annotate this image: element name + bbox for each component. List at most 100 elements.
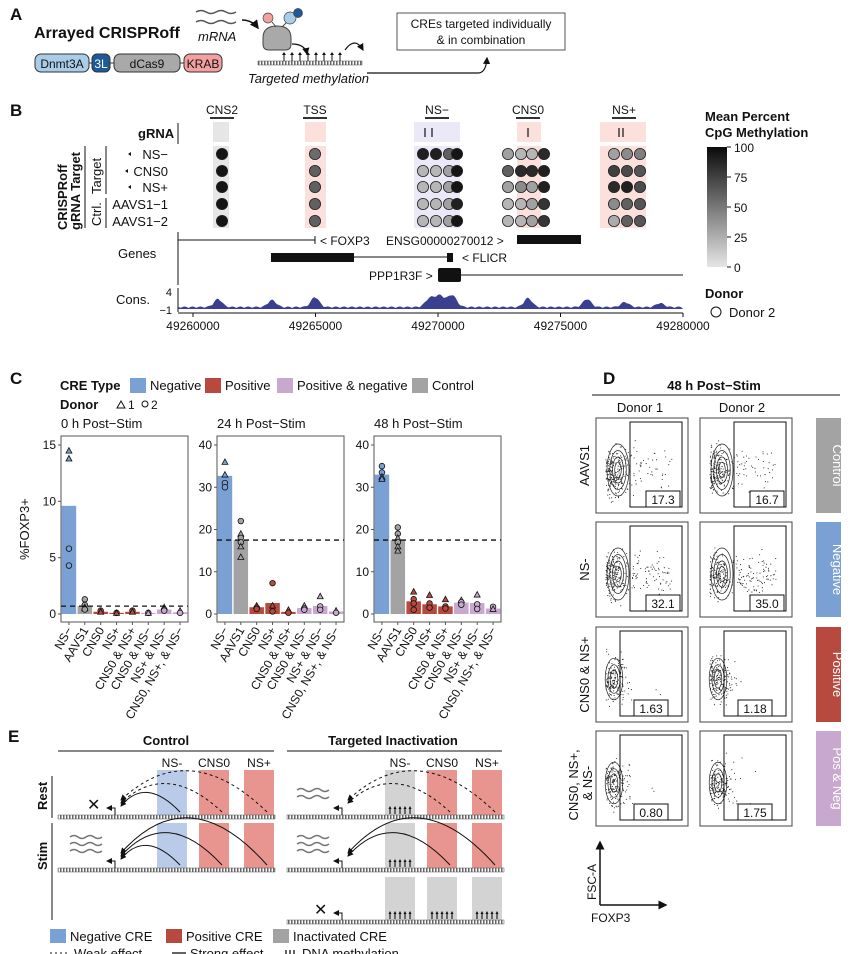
event-dot xyxy=(726,667,729,669)
event-dot xyxy=(737,483,740,485)
event-dot xyxy=(745,587,747,589)
facet-1: 24 h Post−Stim010203040NS−AAVS1CNS0NS+CN… xyxy=(199,416,345,722)
event-dot xyxy=(744,579,746,581)
event-dot xyxy=(608,488,610,490)
event-dot xyxy=(719,669,721,672)
event-dot xyxy=(727,798,729,800)
bar xyxy=(390,540,406,614)
arrowhead xyxy=(388,806,392,809)
event-dot xyxy=(714,569,716,571)
gate-percentage: 16.7 xyxy=(755,493,779,507)
event-dot xyxy=(723,485,725,487)
event-dot xyxy=(745,468,747,470)
event-dot xyxy=(736,455,738,457)
event-dot xyxy=(715,679,717,681)
event-dot xyxy=(611,577,613,579)
y-tick-label: 20 xyxy=(199,523,213,537)
event-dot xyxy=(713,557,716,559)
event-dot xyxy=(761,561,763,563)
event-dot xyxy=(608,770,610,773)
gate-percentage: 1.63 xyxy=(639,702,663,716)
cre-type-label: Control xyxy=(830,445,845,487)
contour xyxy=(609,554,627,594)
event-dot xyxy=(736,454,738,456)
condition-control-title: Control xyxy=(143,733,189,748)
event-dot xyxy=(730,689,732,691)
row-label-text: AAVS1 xyxy=(577,445,592,486)
event-dot xyxy=(611,460,613,462)
event-dot xyxy=(663,567,665,569)
event-dot xyxy=(668,464,670,466)
grna-target-row-label: AAVS1−2 xyxy=(112,214,168,229)
event-dot xyxy=(655,689,657,691)
row-label-text: CNS0 & NS+ xyxy=(577,636,592,712)
event-dot xyxy=(611,462,613,464)
event-dot xyxy=(613,598,615,600)
x-tick-label: 49260000 xyxy=(166,319,220,333)
event-dot xyxy=(613,475,615,477)
event-dot xyxy=(609,479,611,481)
event-dot xyxy=(727,669,729,671)
event-dot xyxy=(609,671,611,673)
event-dot xyxy=(616,479,618,481)
methylation-legend-title: CpG Methylation xyxy=(705,125,808,140)
event-dot xyxy=(756,579,759,581)
cre-type-label: Positive xyxy=(830,652,845,698)
event-dot xyxy=(641,462,643,464)
event-dot xyxy=(748,576,750,578)
arrowhead xyxy=(445,911,449,914)
event-dot xyxy=(729,778,731,780)
event-dot xyxy=(718,579,720,581)
event-dot xyxy=(614,589,616,591)
facet-title: 0 h Post−Stim xyxy=(61,416,142,431)
methylation-dot xyxy=(416,147,429,160)
event-dot xyxy=(609,595,611,597)
event-dot xyxy=(727,474,729,476)
event-dot xyxy=(713,789,715,791)
row-label: CNS0, NS+, & NS- xyxy=(566,749,595,820)
event-dot xyxy=(606,673,608,675)
cre-label: CNS0 xyxy=(198,756,230,770)
event-dot xyxy=(606,586,609,588)
methylation-dot xyxy=(450,164,463,177)
event-dot xyxy=(614,481,616,483)
event-dot xyxy=(718,483,720,485)
event-dot xyxy=(635,483,637,485)
event-dot xyxy=(772,469,774,471)
legend-swatch-negative xyxy=(50,929,66,943)
event-dot xyxy=(724,763,727,765)
event-dot xyxy=(726,585,728,587)
event-dot xyxy=(620,803,622,805)
point-donor-2 xyxy=(253,605,260,613)
contour xyxy=(604,761,624,805)
event-dot xyxy=(711,799,713,801)
event-dot xyxy=(715,668,717,670)
event-dot xyxy=(729,448,731,450)
event-dot xyxy=(724,676,726,678)
panel-letter-b: B xyxy=(10,101,22,120)
event-dot xyxy=(650,473,652,476)
cre-type-label: Pos & Neg xyxy=(830,747,845,809)
gate-percentage: 35.0 xyxy=(755,597,779,611)
event-dot xyxy=(728,493,730,495)
event-dot xyxy=(623,582,625,585)
event-dot xyxy=(716,679,718,681)
event-dot xyxy=(616,790,618,792)
event-dot xyxy=(611,564,613,566)
facet-title: 48 h Post−Stim xyxy=(374,416,463,431)
cons-tick: −1 xyxy=(159,305,172,317)
event-dot xyxy=(615,676,617,678)
event-dot xyxy=(717,475,719,477)
event-dot xyxy=(716,787,718,789)
foxp3-axis-label: FOXP3 xyxy=(591,911,631,925)
event-dot xyxy=(610,568,612,570)
event-dot xyxy=(722,781,724,783)
promoter-arrow xyxy=(333,910,343,920)
row-label: AAVS1 xyxy=(577,445,592,486)
circle-icon xyxy=(141,400,149,408)
event-dot xyxy=(649,573,651,575)
legend-item: Positive & negative xyxy=(297,378,408,393)
event-dot xyxy=(716,591,718,593)
event-dot xyxy=(631,587,633,589)
event-dot xyxy=(610,784,612,786)
